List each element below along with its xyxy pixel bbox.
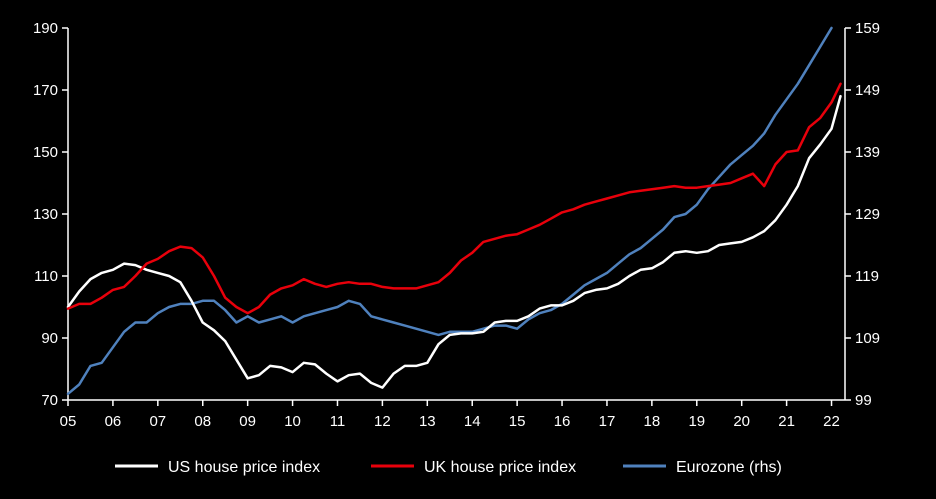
series-line-uk	[66, 82, 842, 315]
y-tick-left-label: 90	[41, 330, 58, 347]
y-tick-left-label: 150	[33, 144, 58, 161]
y-tick-left-label: 170	[33, 82, 58, 99]
axes: 70 90 110 130 150 170 190 99 109 119 129 139 149 159 0…	[33, 20, 880, 430]
x-tick-label: 22	[823, 413, 840, 430]
x-tick-label: 16	[554, 413, 571, 430]
x-tick-label: 05	[60, 413, 77, 430]
x-tick-label: 17	[599, 413, 616, 430]
y-tick-right-label: 99	[855, 392, 872, 409]
x-tick-label: 15	[509, 413, 526, 430]
y-tick-right-label: 139	[855, 144, 880, 161]
y-tick-right-label: 119	[855, 268, 879, 285]
legend: US house price index UK house price inde…	[115, 459, 782, 476]
x-tick-label: 06	[105, 413, 122, 430]
legend-label-us: US house price index	[168, 459, 320, 476]
x-tick-label: 18	[644, 413, 661, 430]
legend-label-eurozone: Eurozone (rhs)	[676, 459, 782, 476]
legend-item-uk: UK house price index	[371, 459, 576, 476]
x-tick-label: 10	[284, 413, 301, 430]
x-tick-label: 14	[464, 413, 481, 430]
legend-item-us: US house price index	[115, 459, 320, 476]
y-tick-left-label: 130	[33, 206, 58, 223]
legend-item-eurozone: Eurozone (rhs)	[623, 459, 782, 476]
series-line-us	[66, 94, 842, 389]
x-tick-label: 09	[239, 413, 256, 430]
x-tick-label: 20	[733, 413, 750, 430]
legend-label-uk: UK house price index	[424, 459, 576, 476]
y-tick-left-label: 190	[33, 20, 58, 37]
series-line-eurozone	[66, 26, 833, 396]
series-layer	[66, 26, 842, 396]
x-tick-label: 11	[330, 413, 346, 430]
x-tick-label: 12	[374, 413, 391, 430]
x-tick-label: 08	[194, 413, 211, 430]
y-tick-right-label: 159	[855, 20, 880, 37]
y-tick-right-label: 149	[855, 82, 880, 99]
y-tick-left-label: 110	[34, 268, 58, 285]
y-tick-right-label: 109	[855, 330, 880, 347]
x-tick-label: 13	[419, 413, 436, 430]
y-tick-right-label: 129	[855, 206, 880, 223]
x-tick-label: 19	[688, 413, 705, 430]
x-tick-label: 21	[778, 413, 795, 430]
x-tick-label: 07	[149, 413, 166, 430]
y-tick-left-label: 70	[41, 392, 58, 409]
